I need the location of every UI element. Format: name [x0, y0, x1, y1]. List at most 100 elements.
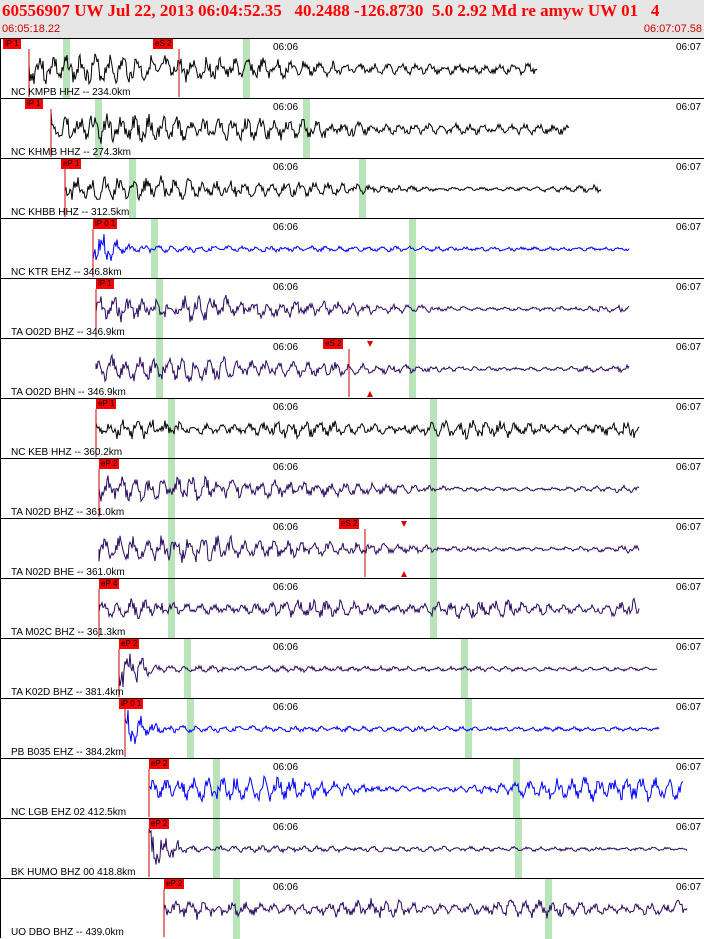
p-phase-pick-label[interactable]: iP 0 1 — [93, 219, 118, 229]
p-phase-pick-label[interactable]: eP 2 — [149, 759, 170, 769]
waveform-plot — [148, 819, 688, 879]
station-label: TA O02D BHN -- 346.9km — [11, 387, 126, 398]
time-tick-0607: 06:07 — [675, 42, 701, 53]
trace-panel[interactable]: PB B035 EHZ -- 384.2km 06:06 06:07 iP 0 1 — [0, 698, 704, 759]
s-phase-pick-label[interactable]: eS 2 — [323, 339, 344, 349]
seismic-waveform — [98, 534, 640, 563]
seismic-waveform — [95, 353, 630, 383]
time-tick-0607: 06:07 — [675, 462, 701, 473]
time-tick-0607: 06:07 — [675, 642, 701, 653]
phase-window-bar — [156, 339, 163, 399]
phase-window-bar — [545, 879, 552, 939]
phase-window-bar — [515, 819, 522, 879]
trace-panel[interactable]: TA N02D BHZ -- 361.0km 06:06 06:07 eP 2 — [0, 458, 704, 519]
trace-panel[interactable]: TA K02D BHZ -- 381.4km 06:06 06:07 eP 2 — [0, 638, 704, 699]
trace-panel[interactable]: TA O02D BHN -- 346.9km 06:06 06:07 eS 2 — [0, 338, 704, 399]
trace-panel[interactable]: NC LGB EHZ 02 412.5km 06:06 06:07 eP 2 — [0, 758, 704, 819]
event-title: 60556907 UW Jul 22, 2013 06:04:52.35 40.… — [2, 1, 660, 20]
time-tick-0607: 06:07 — [675, 162, 701, 173]
p-phase-pick-label[interactable]: eP 1 — [61, 159, 82, 169]
station-label: NC KTR EHZ -- 346.8km — [11, 267, 122, 278]
phase-window-bar — [168, 399, 175, 459]
time-tick-0607: 06:07 — [675, 702, 701, 713]
time-tick-0607: 06:07 — [675, 522, 701, 533]
p-phase-pick-label[interactable]: iP 1 — [96, 279, 114, 289]
seismic-waveform — [64, 175, 602, 202]
p-phase-pick-label[interactable]: eP 2 — [99, 459, 120, 469]
phase-window-bar — [409, 219, 416, 279]
time-tick-0606: 06:06 — [273, 642, 299, 653]
pick-marker-up-icon — [401, 571, 407, 577]
waveform-plot — [28, 39, 538, 99]
waveform-plot — [98, 519, 640, 579]
phase-window-bar — [168, 459, 175, 519]
trace-panel[interactable]: TA O02D BHZ -- 346.9km 06:06 06:07 iP 1 — [0, 278, 704, 339]
station-label: TA O02D BHZ -- 346.9km — [11, 327, 125, 338]
station-label: TA N02D BHE -- 361.0km — [11, 567, 125, 578]
s-phase-pick-label[interactable]: eS 2 — [339, 519, 360, 529]
trace-panel[interactable]: TA N02D BHE -- 361.0km 06:06 06:07 eS 2 — [0, 518, 704, 579]
waveform-plot — [124, 699, 660, 759]
p-phase-pick-label[interactable]: eP 1 — [96, 399, 117, 409]
phase-window-bar — [465, 699, 472, 759]
phase-window-bar — [213, 759, 220, 819]
trace-panel[interactable]: TA M02C BHZ -- 361.3km 06:06 06:07 eP 4 — [0, 578, 704, 639]
phase-window-bar — [430, 519, 437, 579]
seismic-waveform — [148, 828, 688, 865]
station-label: BK HUMO BHZ 00 418.8km — [11, 867, 136, 878]
station-label: PB B035 EHZ -- 384.2km — [11, 747, 124, 758]
phase-window-bar — [168, 519, 175, 579]
time-tick-0607: 06:07 — [675, 582, 701, 593]
time-tick-0607: 06:07 — [675, 762, 701, 773]
time-tick-0606: 06:06 — [273, 762, 299, 773]
seismic-waveform — [118, 653, 658, 688]
time-tick-0607: 06:07 — [675, 282, 701, 293]
seismic-waveform — [50, 111, 570, 144]
trace-panel[interactable]: NC KHMB HHZ -- 274.3km 06:06 06:07 iP 1 — [0, 98, 704, 159]
time-tick-0607: 06:07 — [675, 222, 701, 233]
s-phase-pick-label[interactable]: eS 2 — [153, 39, 174, 49]
seismic-waveform — [28, 53, 538, 86]
trace-panel[interactable]: BK HUMO BHZ 00 418.8km 06:06 06:07 eP 2 — [0, 818, 704, 879]
station-label: NC KMPB HHZ -- 234.0km — [11, 87, 131, 98]
trace-panel[interactable]: NC KEB HHZ -- 360.2km 06:06 06:07 eP 1 — [0, 398, 704, 459]
trace-panel[interactable]: NC KMPB HHZ -- 234.0km 06:06 06:07 iP 1 eS 2 — [0, 38, 704, 99]
station-label: TA K02D BHZ -- 381.4km — [11, 687, 124, 698]
time-tick-0606: 06:06 — [273, 222, 299, 233]
seismic-waveform — [148, 775, 684, 804]
phase-window-bar — [513, 759, 520, 819]
waveform-plot — [98, 459, 640, 519]
p-phase-pick-label[interactable]: iP 0 1 — [119, 699, 144, 709]
time-start: 06:05:18.22 — [2, 23, 61, 35]
pick-marker-up-icon — [367, 391, 373, 397]
time-tick-0606: 06:06 — [273, 342, 299, 353]
time-tick-0606: 06:06 — [273, 402, 299, 413]
time-tick-0606: 06:06 — [273, 582, 299, 593]
waveform-plot — [95, 399, 640, 459]
trace-panel[interactable]: NC KHBB HHZ -- 312.5km 06:06 06:07 eP 1 — [0, 158, 704, 219]
trace-panel[interactable]: UO DBO BHZ -- 439.0km 06:06 06:07 eP 2 — [0, 878, 704, 939]
trace-panel[interactable]: NC KTR EHZ -- 346.8km 06:06 06:07 iP 0 1 — [0, 218, 704, 279]
phase-window-bar — [430, 399, 437, 459]
seismic-waveform — [124, 709, 660, 745]
p-phase-pick-label[interactable]: eP 2 — [119, 639, 140, 649]
p-phase-pick-label[interactable]: eP 2 — [149, 819, 170, 829]
seismic-waveform — [163, 898, 688, 920]
event-header: 60556907 UW Jul 22, 2013 06:04:52.35 40.… — [0, 0, 704, 38]
phase-window-bar — [409, 339, 416, 399]
seismic-waveform — [98, 475, 640, 503]
pick-marker-down-icon — [367, 341, 373, 347]
station-label: TA N02D BHZ -- 361.0km — [11, 507, 125, 518]
phase-window-bar — [233, 879, 240, 939]
time-tick-0607: 06:07 — [675, 822, 701, 833]
time-tick-0606: 06:06 — [273, 42, 299, 53]
p-phase-pick-label[interactable]: eP 4 — [99, 579, 120, 589]
waveform-plot — [148, 759, 684, 819]
p-phase-pick-label[interactable]: eP 2 — [164, 879, 185, 889]
time-tick-0606: 06:06 — [273, 702, 299, 713]
time-tick-0606: 06:06 — [273, 162, 299, 173]
p-phase-pick-label[interactable]: iP 1 — [3, 39, 21, 49]
time-tick-0607: 06:07 — [675, 882, 701, 893]
station-label: TA M02C BHZ -- 361.3km — [11, 627, 126, 638]
p-phase-pick-label[interactable]: iP 1 — [25, 99, 43, 109]
